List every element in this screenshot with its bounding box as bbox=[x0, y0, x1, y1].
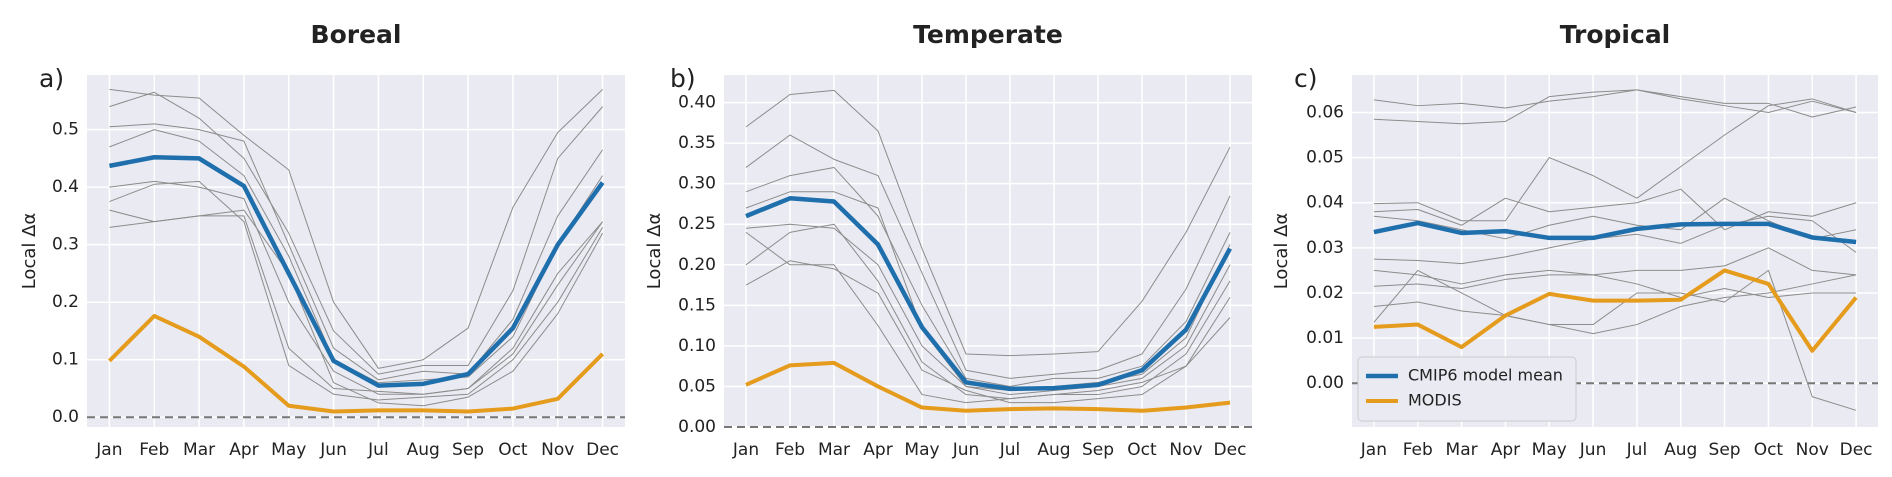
series-line bbox=[1373, 89, 1857, 125]
y-tick-label: 0.35 bbox=[678, 133, 716, 153]
y-tick-label: 0.25 bbox=[678, 214, 716, 234]
x-tick-label: Jul bbox=[1626, 440, 1648, 460]
y-tick-label: 0.1 bbox=[52, 350, 79, 370]
x-tick-label: Oct bbox=[498, 440, 528, 460]
series-line bbox=[1373, 188, 1857, 231]
panel-label: b) bbox=[670, 64, 696, 93]
y-axis-label: Local Δα bbox=[19, 213, 40, 290]
legend-label: CMIP6 model mean bbox=[1408, 366, 1563, 385]
series-line bbox=[1373, 220, 1857, 245]
plot-area bbox=[87, 75, 625, 427]
y-axis-label: Local Δα bbox=[644, 213, 665, 290]
x-tick-label: Jul bbox=[367, 440, 389, 460]
series-line bbox=[109, 88, 603, 369]
series-line bbox=[745, 260, 1231, 404]
x-tick-label: Dec bbox=[586, 440, 619, 460]
series-line bbox=[745, 134, 1231, 379]
y-tick-label: 0.30 bbox=[678, 174, 716, 194]
y-tick-label: 0.01 bbox=[1306, 328, 1344, 348]
y-tick-label: 0.0 bbox=[52, 407, 79, 427]
legend-label: MODIS bbox=[1408, 391, 1462, 410]
series-line bbox=[745, 360, 1231, 413]
series-line bbox=[109, 123, 603, 381]
y-tick-label: 0.5 bbox=[52, 120, 79, 140]
y-tick-label: 0.05 bbox=[1306, 148, 1344, 168]
y-tick-label: 0.4 bbox=[52, 177, 79, 197]
chart-title: Temperate bbox=[913, 20, 1063, 49]
x-tick-label: Sep bbox=[1709, 440, 1741, 460]
x-tick-label: Apr bbox=[1491, 440, 1520, 460]
legend-box bbox=[1357, 356, 1577, 422]
x-tick-label: Sep bbox=[452, 440, 484, 460]
series-line bbox=[108, 313, 604, 414]
series-line bbox=[109, 215, 603, 395]
series-line bbox=[1373, 268, 1858, 353]
x-tick-label: Sep bbox=[1082, 440, 1114, 460]
x-tick-label: Nov bbox=[1169, 440, 1202, 460]
y-axis-label: Local Δα bbox=[1271, 213, 1292, 290]
y-tick-label: 0.3 bbox=[52, 235, 79, 255]
series-line bbox=[109, 91, 603, 375]
panel-label: a) bbox=[39, 64, 64, 93]
y-tick-label: 0.04 bbox=[1306, 193, 1344, 213]
panel-label: c) bbox=[1294, 64, 1318, 93]
x-tick-label: Aug bbox=[1037, 440, 1070, 460]
x-tick-label: Jun bbox=[1579, 440, 1607, 460]
y-tick-label: 0.05 bbox=[678, 376, 716, 396]
x-tick-label: Oct bbox=[1754, 440, 1784, 460]
x-tick-label: Dec bbox=[1840, 440, 1873, 460]
y-tick-label: 0.00 bbox=[678, 417, 716, 437]
y-tick-label: 0.02 bbox=[1306, 283, 1344, 303]
x-tick-label: May bbox=[904, 440, 939, 460]
x-tick-label: Jan bbox=[95, 440, 122, 460]
series-line bbox=[108, 154, 605, 388]
series-line bbox=[745, 196, 1232, 392]
series-line bbox=[1373, 215, 1857, 265]
x-tick-label: Feb bbox=[1403, 440, 1433, 460]
series-line bbox=[745, 166, 1231, 387]
series-line bbox=[745, 231, 1231, 404]
series-line bbox=[1373, 247, 1857, 285]
x-tick-label: Aug bbox=[407, 440, 440, 460]
y-tick-label: 0.2 bbox=[52, 292, 79, 312]
series-line bbox=[1373, 197, 1857, 240]
x-tick-label: Jul bbox=[999, 440, 1021, 460]
x-tick-label: Nov bbox=[541, 440, 574, 460]
x-tick-label: Dec bbox=[1214, 440, 1247, 460]
x-tick-label: Jun bbox=[319, 440, 347, 460]
y-tick-label: 0.15 bbox=[678, 295, 716, 315]
x-tick-label: Nov bbox=[1796, 440, 1829, 460]
x-tick-label: Jan bbox=[732, 440, 759, 460]
y-tick-label: 0.06 bbox=[1306, 102, 1344, 122]
y-tick-label: 0.10 bbox=[678, 336, 716, 356]
x-tick-label: Jan bbox=[1360, 440, 1387, 460]
y-tick-label: 0.00 bbox=[1306, 373, 1344, 393]
x-tick-label: Aug bbox=[1664, 440, 1697, 460]
series-line bbox=[745, 89, 1231, 357]
plot-area bbox=[724, 75, 1252, 427]
y-tick-label: 0.40 bbox=[678, 93, 716, 113]
y-tick-label: 0.20 bbox=[678, 255, 716, 275]
series-line bbox=[1373, 98, 1857, 222]
series-line bbox=[109, 180, 604, 401]
x-tick-label: Apr bbox=[863, 440, 892, 460]
x-tick-label: Apr bbox=[229, 440, 258, 460]
x-tick-label: Feb bbox=[775, 440, 805, 460]
series-line bbox=[109, 180, 603, 395]
x-tick-label: Jun bbox=[952, 440, 980, 460]
y-tick-label: 0.03 bbox=[1306, 238, 1344, 258]
x-tick-label: Feb bbox=[139, 440, 169, 460]
chart-title: Tropical bbox=[1560, 20, 1671, 49]
series-line bbox=[1373, 89, 1857, 113]
series-line bbox=[745, 191, 1231, 392]
chart-title: Boreal bbox=[311, 20, 402, 49]
x-tick-label: Mar bbox=[818, 440, 850, 460]
series-line bbox=[745, 223, 1231, 396]
x-tick-label: Mar bbox=[1446, 440, 1478, 460]
x-tick-label: Mar bbox=[183, 440, 215, 460]
x-tick-label: Oct bbox=[1127, 440, 1157, 460]
x-tick-label: May bbox=[1532, 440, 1567, 460]
x-tick-label: May bbox=[271, 440, 306, 460]
